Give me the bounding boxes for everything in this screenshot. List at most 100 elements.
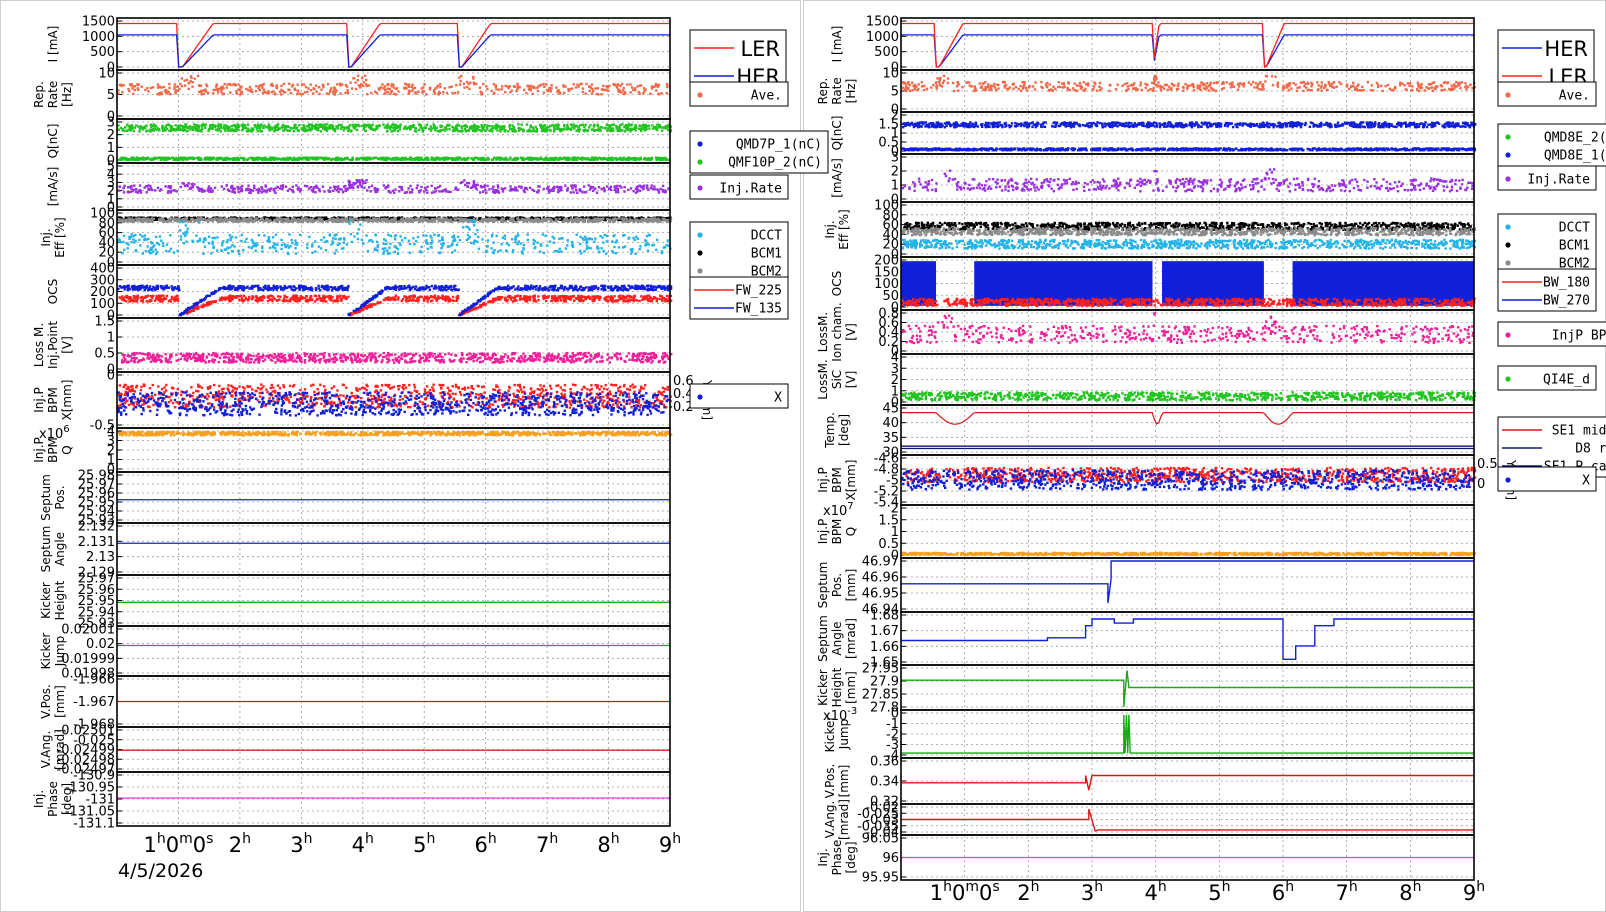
data-point [552,189,555,192]
data-point [439,184,442,188]
data-point [335,189,338,192]
y-tick-label: 5 [107,160,115,175]
data-point [436,84,439,87]
data-point [417,158,420,162]
data-point [347,128,350,132]
data-point [240,156,243,160]
data-point [213,217,216,220]
data-point [590,128,594,131]
data-point [607,216,610,220]
data-point [214,124,217,128]
data-point [391,123,394,126]
data-point [262,88,266,92]
data-point [278,127,281,130]
data-point [615,124,618,128]
data-point [325,92,328,95]
data-point [322,126,325,130]
data-point [296,129,299,132]
data-point [165,123,169,127]
data-point [121,129,124,132]
data-point [497,189,500,193]
data-point [426,157,429,160]
data-point [160,239,163,242]
data-point [466,185,469,188]
data-point [467,129,471,132]
data-point [195,124,198,127]
data-point [334,185,337,189]
data-point [556,125,559,128]
data-point [169,189,173,193]
data-point [625,123,628,127]
data-point [156,186,160,189]
data-point [155,218,159,221]
data-point [645,186,649,190]
data-point [472,77,475,80]
data-point [535,190,539,194]
data-point [432,90,436,93]
data-point [587,126,591,129]
data-point [296,83,299,86]
data-point [185,78,189,82]
data-point [474,127,477,131]
data-point [258,85,261,88]
data-point [404,125,407,128]
data-point [181,124,184,128]
data-point [526,238,529,242]
data-point [226,129,230,132]
data-point [549,90,552,93]
data-point [122,220,126,223]
data-point [119,126,123,130]
data-point [442,91,445,94]
data-point [360,185,363,189]
data-point [183,184,187,188]
data-point [218,127,221,131]
data-point [544,156,548,159]
data-point [380,157,383,160]
data-point [153,127,156,130]
data-point [234,126,237,129]
data-point [138,157,141,160]
data-point [250,217,253,221]
data-point [135,217,138,220]
data-point [536,89,540,93]
y-label-line: Rate [46,81,60,109]
data-point [133,126,136,129]
data-point [451,157,454,160]
data-point [140,85,143,88]
data-point [249,89,252,93]
data-point [125,157,128,160]
data-point [133,216,136,219]
data-point [613,185,616,188]
data-point [408,85,411,89]
data-point [309,128,312,131]
y-tick-label: 5 [107,88,115,103]
data-point [618,89,622,92]
data-point [226,127,229,130]
data-point [302,124,305,127]
data-point [423,126,426,129]
data-point [176,125,180,128]
data-point [557,250,561,253]
data-point [609,188,613,191]
data-point [310,125,314,129]
data-point [408,191,412,194]
data-point [201,127,204,130]
data-point [243,217,246,220]
data-point [170,127,174,130]
data-point [272,216,275,220]
data-point [186,126,189,129]
data-point [586,129,590,132]
data-point [173,128,176,131]
data-point [361,76,364,80]
data-point [407,83,411,86]
data-point [303,129,306,133]
data-point [331,157,335,160]
data-point [249,191,252,194]
data-point [209,187,213,190]
data-point [235,90,238,93]
data-point [600,88,604,91]
data-point [439,125,442,129]
data-point [340,123,343,127]
data-point [462,82,466,85]
data-point [667,187,670,190]
